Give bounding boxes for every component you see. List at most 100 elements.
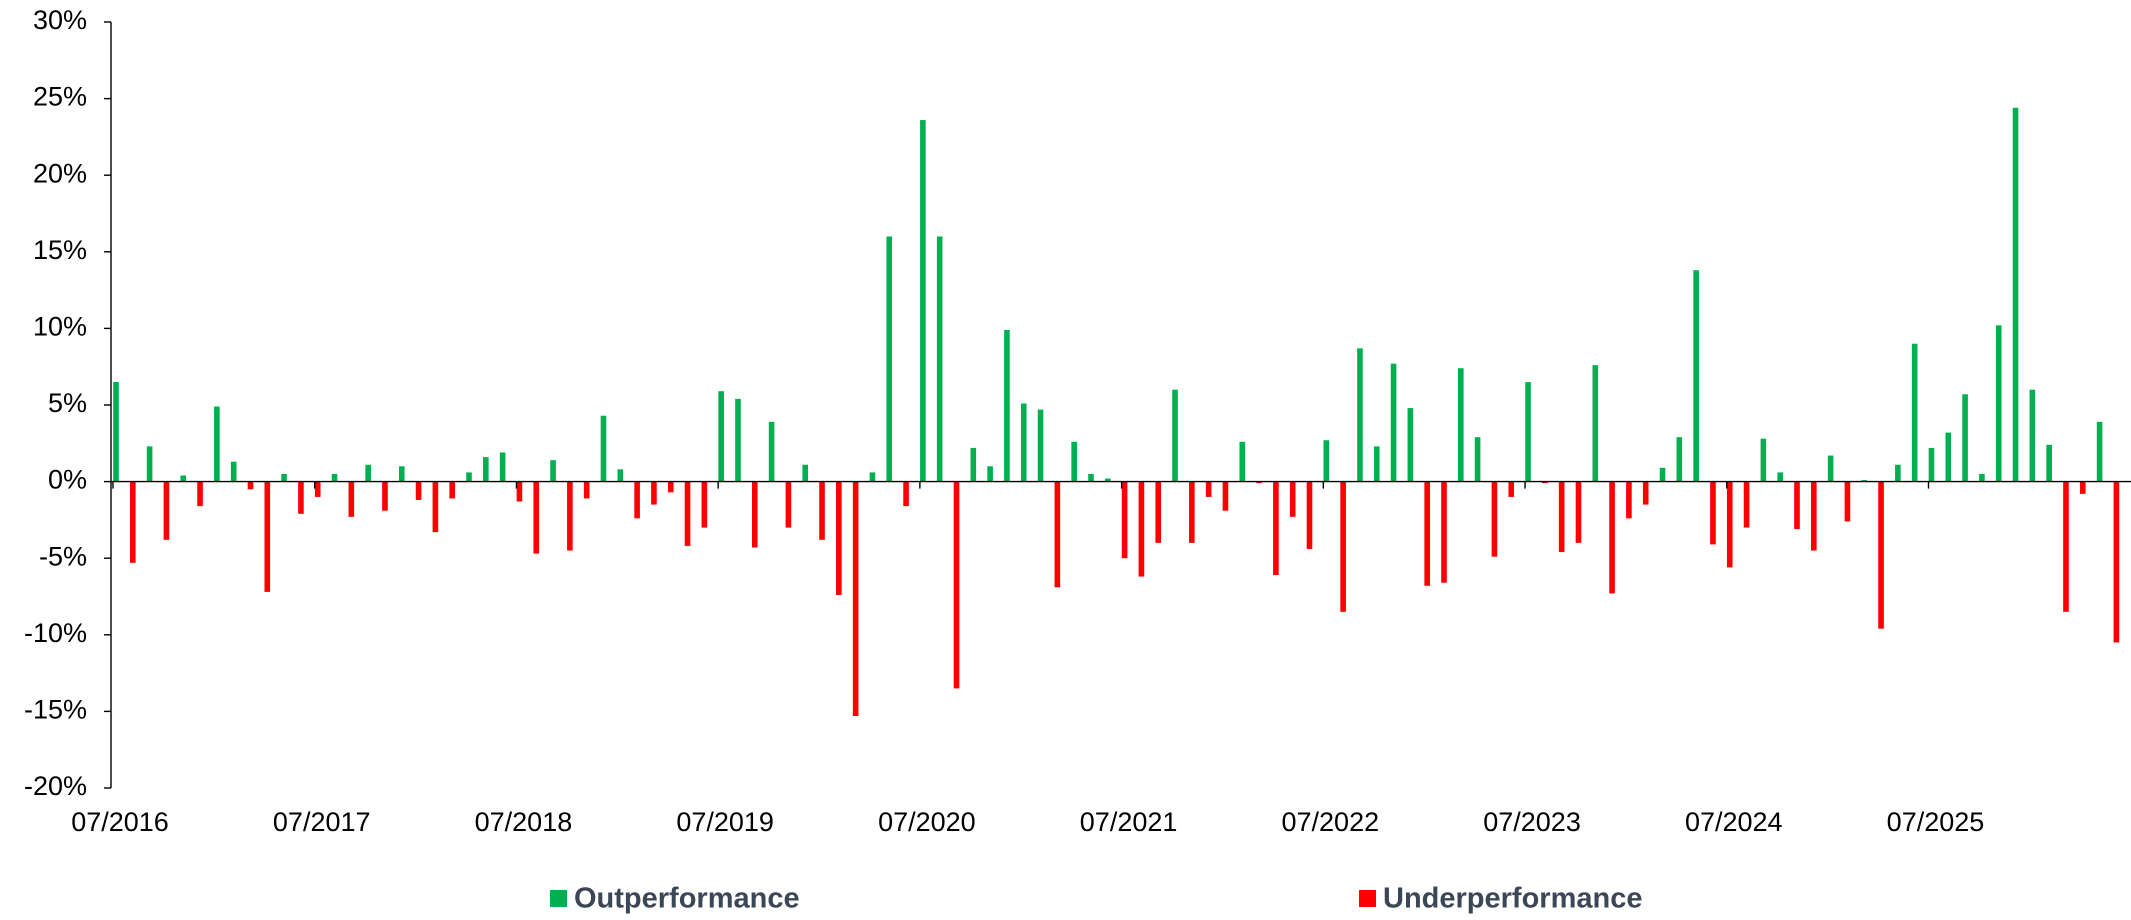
x-tick-label: 07/2020: [878, 807, 976, 837]
bar: [1373, 446, 1380, 482]
bar: [1088, 473, 1094, 482]
bar: [1710, 481, 1716, 545]
y-tick-label: 25%: [33, 82, 87, 112]
bar: [298, 481, 304, 514]
bar: [1777, 472, 1783, 482]
bar: [2113, 481, 2120, 643]
bar: [1474, 437, 1481, 482]
bar: [1491, 481, 1498, 557]
y-tick-label: 5%: [48, 388, 87, 418]
bar: [1525, 382, 1531, 482]
bar: [1609, 481, 1615, 594]
x-tick-label: 07/2016: [71, 807, 169, 837]
bar: [113, 382, 119, 482]
bar: [1172, 389, 1178, 482]
bar: [1155, 481, 1162, 543]
bar: [1760, 438, 1767, 482]
bar: [1104, 478, 1111, 482]
bar: [651, 481, 657, 505]
bar: [768, 421, 775, 482]
bar: [1390, 363, 1397, 482]
bar: [1054, 481, 1061, 588]
bar: [1020, 403, 1027, 482]
bar: [1256, 481, 1262, 484]
bar: [398, 466, 405, 482]
bar: [1928, 447, 1935, 482]
bar: [1945, 432, 1952, 482]
bar: [1239, 441, 1246, 482]
bar: [264, 481, 271, 592]
bar: [667, 481, 674, 493]
bar: [1979, 473, 1985, 482]
y-tick-label: 0%: [48, 465, 87, 495]
y-tick-label: 15%: [33, 235, 87, 265]
bar: [1189, 481, 1195, 543]
y-tick-label: -10%: [24, 618, 87, 648]
x-tick-label: 07/2021: [1080, 807, 1178, 837]
bar: [1995, 325, 2002, 482]
bar: [466, 472, 472, 482]
bar: [331, 473, 338, 482]
y-tick-label: 10%: [33, 312, 87, 342]
legend-label: Outperformance: [574, 883, 800, 915]
bar: [1004, 329, 1010, 482]
bar: [735, 398, 741, 482]
x-tick-label: 07/2019: [676, 807, 774, 837]
bar: [314, 481, 321, 497]
bar: [1911, 343, 1918, 482]
y-tick-label: -15%: [24, 695, 87, 725]
bar: [130, 481, 136, 563]
bar: [382, 481, 388, 511]
bar: [415, 481, 422, 500]
bar: [1222, 481, 1229, 511]
bar: [1895, 464, 1901, 482]
bar: [432, 481, 439, 533]
bar: [1424, 481, 1430, 586]
bar: [516, 481, 523, 502]
bar: [214, 406, 220, 482]
bar: [1676, 437, 1683, 482]
bar: [987, 466, 993, 482]
bar: [1205, 481, 1212, 497]
y-tick-label: 20%: [33, 158, 87, 188]
bar: [1811, 481, 1817, 551]
bar: [1878, 481, 1884, 629]
bar: [785, 481, 792, 528]
bar: [1558, 481, 1565, 553]
bar: [718, 391, 724, 482]
bar: [146, 446, 153, 482]
bar: [2079, 481, 2086, 494]
x-tick-label: 07/2024: [1685, 807, 1783, 837]
bar: [701, 481, 708, 528]
bar: [2046, 444, 2052, 482]
bar: [1357, 348, 1363, 482]
bar: [1340, 481, 1346, 612]
bar: [617, 469, 624, 482]
bar: [1323, 440, 1330, 482]
bar: [550, 460, 556, 482]
bar: [886, 236, 893, 482]
bar: [1575, 481, 1582, 543]
bar: [533, 481, 540, 554]
bar: [499, 452, 506, 482]
bar: [567, 481, 573, 551]
x-tick-label: 07/2023: [1483, 807, 1581, 837]
bar: [2029, 389, 2036, 482]
x-tick-label: 07/2018: [475, 807, 573, 837]
y-tick-label: -20%: [24, 771, 87, 801]
bar: [936, 236, 943, 482]
bar: [1642, 481, 1649, 505]
bar: [819, 481, 825, 540]
y-tick-label: -5%: [39, 541, 87, 571]
bar: [1794, 481, 1800, 530]
bar: [1962, 394, 1968, 482]
bar: [869, 472, 876, 482]
bar: [1861, 480, 1868, 482]
bar: [1659, 467, 1666, 482]
bar: [197, 481, 203, 507]
bar: [1071, 441, 1077, 482]
x-tick-label: 07/2017: [273, 807, 371, 837]
legend-label: Underperformance: [1383, 883, 1642, 915]
bar: [1542, 481, 1548, 484]
bar: [1121, 481, 1128, 559]
